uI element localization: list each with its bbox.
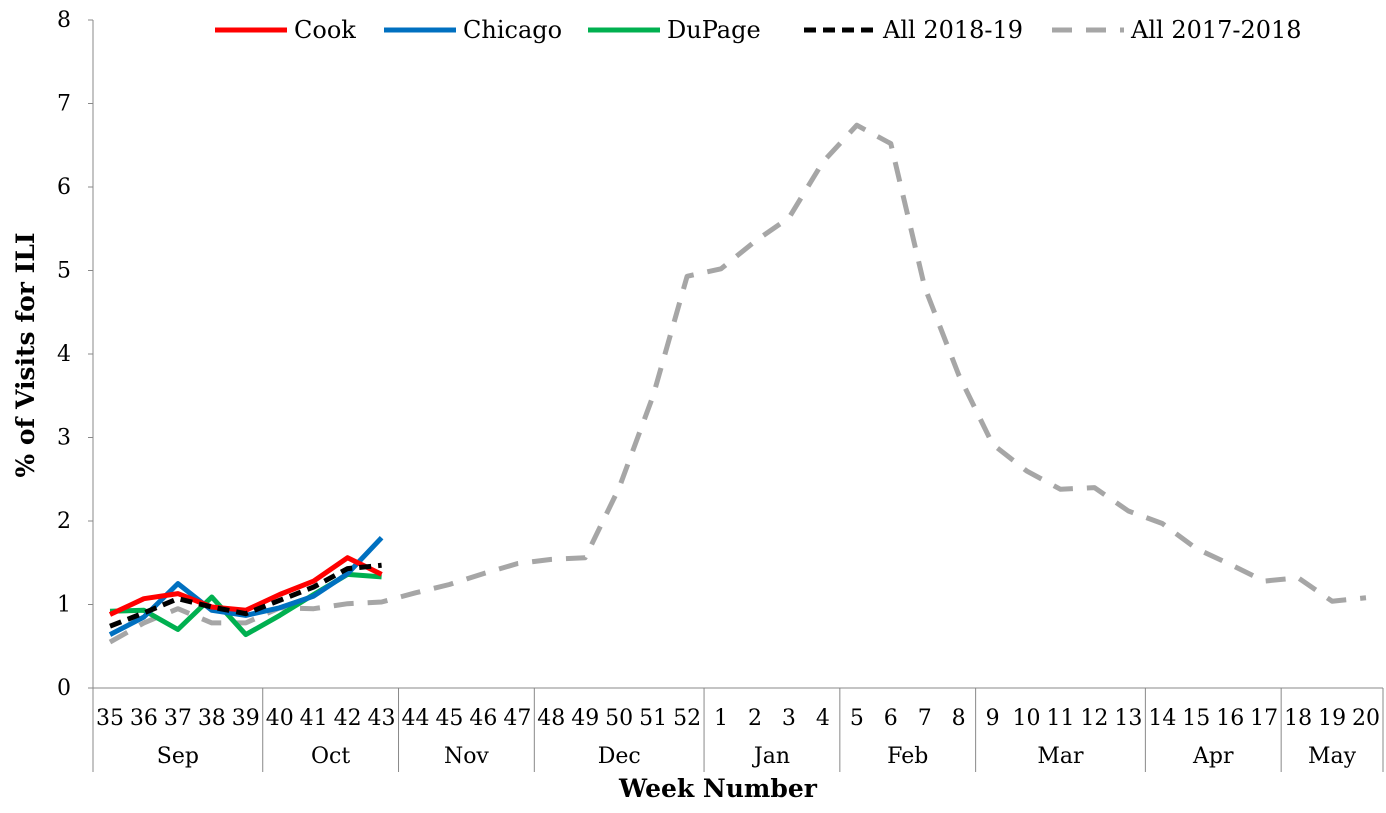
x-tick-label: 4	[816, 706, 830, 731]
month-label: Sep	[157, 744, 199, 769]
y-tick-label: 6	[57, 175, 71, 200]
y-axis-label: % of Visits for ILI	[11, 232, 40, 477]
x-axis-label: Week Number	[618, 774, 818, 803]
x-tick-label: 9	[986, 706, 1000, 731]
x-tick-label: 39	[232, 706, 260, 731]
legend-label: Cook	[294, 16, 356, 44]
x-tick-label: 52	[673, 706, 701, 731]
legend-label: Chicago	[463, 16, 562, 44]
month-label: Nov	[444, 744, 489, 769]
y-tick-label: 5	[57, 259, 71, 284]
legend: Cook Chicago DuPage All 2018-19 All 2017-201…	[215, 16, 1302, 44]
x-tick-label: 1	[714, 706, 728, 731]
x-tick-label: 12	[1080, 706, 1108, 731]
x-tick-label: 46	[469, 706, 497, 731]
month-label: Mar	[1037, 744, 1084, 769]
x-tick-label: 38	[198, 706, 226, 731]
y-tick-label: 0	[57, 676, 71, 701]
x-tick-label: 48	[537, 706, 565, 731]
y-tick-label: 8	[57, 8, 71, 33]
x-tick-label: 3	[782, 706, 796, 731]
y-tick-label: 7	[57, 92, 71, 117]
x-tick-label: 15	[1182, 706, 1210, 731]
x-tick-label: 47	[503, 706, 531, 731]
y-tick-label: 4	[57, 342, 71, 367]
legend-label: All 2018-19	[882, 16, 1023, 44]
x-tick-label: 50	[605, 706, 633, 731]
x-tick-label: 5	[850, 706, 864, 731]
x-tick-label: 45	[435, 706, 463, 731]
x-tick-label: 6	[884, 706, 898, 731]
x-tick-label: 51	[639, 706, 667, 731]
x-tick-label: 16	[1216, 706, 1244, 731]
x-tick-label: 20	[1352, 706, 1380, 731]
x-tick-label: 19	[1318, 706, 1346, 731]
x-tick-label: 2	[748, 706, 762, 731]
x-tick-label: 18	[1284, 706, 1312, 731]
series-line-all-2018-19	[109, 562, 382, 629]
x-tick-label: 49	[571, 706, 599, 731]
x-tick-label: 35	[96, 706, 124, 731]
x-tick-label: 40	[266, 706, 294, 731]
series-line-all-2017-2018	[108, 122, 1367, 645]
month-label: Apr	[1192, 744, 1234, 769]
x-tick-label: 8	[952, 706, 966, 731]
x-tick-label: 41	[300, 706, 328, 731]
x-tick-label: 7	[918, 706, 932, 731]
x-tick-label: 44	[402, 706, 430, 731]
y-tick-label: 1	[57, 593, 71, 618]
x-tick-label: 17	[1250, 706, 1278, 731]
series-layer	[108, 122, 1367, 645]
x-tick-label: 43	[368, 706, 396, 731]
series-line-cook	[108, 555, 383, 617]
x-tick-label: 42	[334, 706, 362, 731]
y-tick-label: 3	[57, 426, 71, 451]
y-tick-label: 2	[57, 509, 71, 534]
x-tick-label: 13	[1114, 706, 1142, 731]
month-label: Oct	[311, 744, 350, 769]
month-label: May	[1308, 744, 1357, 769]
x-tick-label: 10	[1013, 706, 1041, 731]
x-tick-label: 14	[1148, 706, 1176, 731]
month-label: Dec	[598, 744, 641, 769]
x-tick-label: 37	[164, 706, 192, 731]
x-tick-label: 11	[1047, 706, 1075, 731]
legend-label: DuPage	[667, 16, 761, 44]
legend-label: All 2017-2018	[1130, 16, 1302, 44]
month-label: Feb	[887, 744, 928, 769]
x-tick-label: 36	[130, 706, 158, 731]
month-label: Jan	[752, 744, 790, 769]
